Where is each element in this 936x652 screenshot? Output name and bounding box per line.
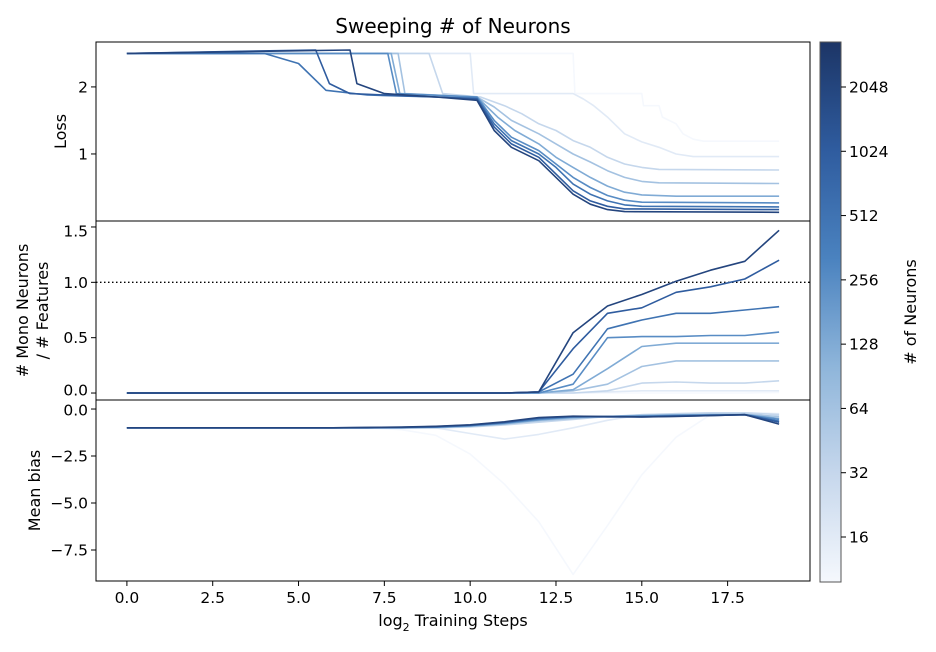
bias-line-8: [126, 412, 780, 576]
x-axis-label: log2 Training Steps: [378, 611, 527, 634]
bias-line-2048: [126, 413, 780, 429]
bias-ytick-label: 0.0: [63, 402, 88, 420]
xtick-label: 2.5: [200, 589, 225, 607]
colorbar: 16 32 64 128 256 512 1024 2048 # of Neurons: [819, 41, 920, 583]
bias-ytick-label: −7.5: [50, 541, 88, 559]
loss-line-16: [126, 52, 780, 158]
colorbar-gradient: [819, 41, 842, 583]
loss-line-128: [126, 52, 780, 197]
panels: 1 2 Loss 0.0 0.5 1.0 1.5 # Mono Neurons / # Feat…: [13, 41, 811, 607]
colorbar-tick-label: 128: [849, 336, 879, 354]
xtick-label: 15.0: [625, 589, 660, 607]
x-axis-label-prefix: log: [378, 611, 402, 630]
x-axis: 0.0 2.5 5.0 7.5 10.0 12.5 15.0 17.5: [115, 581, 745, 607]
colorbar-tick-label: 2048: [849, 79, 888, 97]
loss-ytick-label: 1: [78, 145, 88, 163]
loss-y-axis-label: Loss: [51, 114, 70, 149]
mono-ytick-label: 1.5: [63, 223, 88, 241]
colorbar-tick-label: 512: [849, 207, 879, 225]
panel-bias: 0.0 −2.5 −5.0 −7.5 Mean bias: [25, 399, 811, 582]
mono-line-128: [126, 342, 780, 394]
loss-line-64: [126, 52, 780, 185]
mono-ytick-label: 0.5: [63, 329, 88, 347]
loss-ytick-label: 2: [78, 78, 88, 96]
xtick-label: 17.5: [710, 589, 745, 607]
xtick-label: 12.5: [539, 589, 574, 607]
colorbar-label: # of Neurons: [901, 259, 920, 364]
colorbar-tick-label: 16: [849, 529, 869, 547]
bias-series: [126, 412, 780, 576]
mono-y-axis-label: / # Features: [33, 262, 52, 360]
bias-frame: [95, 399, 811, 582]
loss-line-1024: [126, 49, 780, 211]
mono-ytick-label: 1.0: [63, 274, 88, 292]
panel-loss: 1 2 Loss: [51, 41, 811, 222]
xtick-label: 7.5: [372, 589, 397, 607]
loss-series: [126, 49, 780, 214]
colorbar-tick-label: 256: [849, 271, 879, 289]
panel-mono: 0.0 0.5 1.0 1.5 # Mono Neurons / # Features: [13, 220, 811, 401]
mono-y-axis-label: # Mono Neurons: [13, 244, 32, 378]
chart-title: Sweeping # of Neurons: [335, 14, 570, 38]
bias-ytick-label: −5.0: [50, 494, 88, 512]
colorbar-tick-label: 1024: [849, 143, 888, 161]
mono-series: [96, 229, 810, 394]
xtick-label: 0.0: [115, 589, 140, 607]
mono-line-256: [126, 331, 780, 394]
loss-frame: [95, 41, 811, 222]
x-axis-label-subscript: 2: [403, 621, 410, 634]
bias-y-axis-label: Mean bias: [25, 450, 44, 531]
mono-line-2048: [126, 229, 780, 394]
xtick-label: 10.0: [453, 589, 488, 607]
bias-ytick-label: −2.5: [50, 448, 88, 466]
colorbar-tick-label: 64: [849, 400, 869, 418]
loss-line-256: [126, 52, 780, 204]
loss-line-8: [126, 52, 780, 142]
x-axis-label-rest: Training Steps: [410, 611, 528, 630]
loss-line-32: [126, 52, 780, 171]
mono-line-512: [126, 305, 780, 394]
loss-line-2048: [126, 49, 780, 214]
colorbar-tick-label: 32: [849, 464, 869, 482]
loss-line-512: [126, 52, 780, 208]
mono-line-64: [126, 360, 780, 394]
xtick-label: 5.0: [286, 589, 311, 607]
mono-ytick-label: 0.0: [63, 382, 88, 400]
mono-frame: [95, 220, 811, 401]
